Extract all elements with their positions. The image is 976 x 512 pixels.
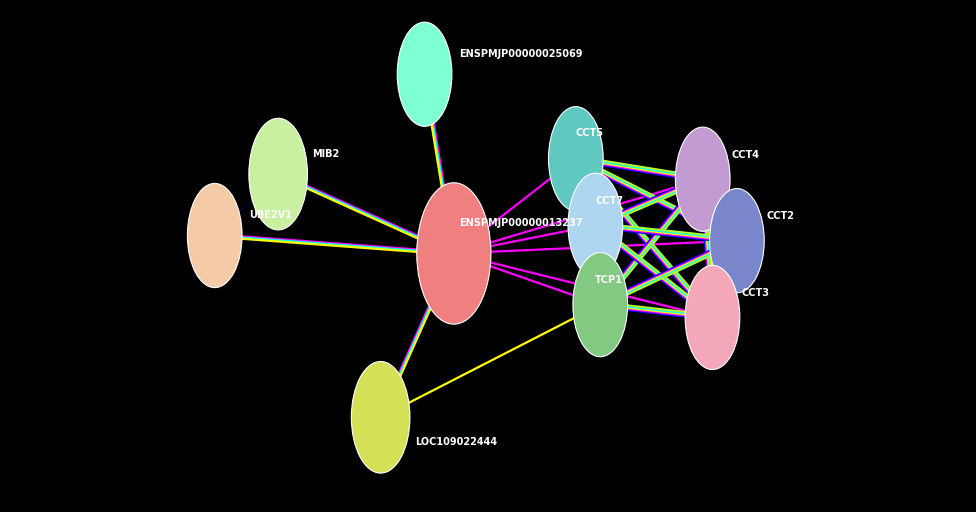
Text: UBE2V1: UBE2V1	[249, 210, 292, 220]
Text: CCT2: CCT2	[766, 211, 794, 221]
Ellipse shape	[675, 127, 730, 231]
Text: LOC109022444: LOC109022444	[415, 437, 497, 447]
Ellipse shape	[568, 173, 623, 278]
Ellipse shape	[710, 188, 764, 293]
Text: ENSPMJP00000025069: ENSPMJP00000025069	[459, 49, 583, 59]
Ellipse shape	[187, 183, 242, 288]
Ellipse shape	[573, 252, 628, 357]
Text: ENSPMJP00000013237: ENSPMJP00000013237	[459, 218, 583, 228]
Ellipse shape	[417, 183, 491, 324]
Ellipse shape	[397, 22, 452, 126]
Text: CCT5: CCT5	[576, 128, 604, 138]
Ellipse shape	[549, 106, 603, 211]
Text: TCP1: TCP1	[595, 275, 624, 285]
Ellipse shape	[685, 265, 740, 370]
Text: CCT4: CCT4	[732, 150, 760, 160]
Ellipse shape	[249, 118, 307, 230]
Text: MIB2: MIB2	[312, 148, 340, 159]
Text: CCT7: CCT7	[595, 196, 624, 206]
Ellipse shape	[351, 361, 410, 473]
Text: CCT3: CCT3	[742, 288, 770, 298]
